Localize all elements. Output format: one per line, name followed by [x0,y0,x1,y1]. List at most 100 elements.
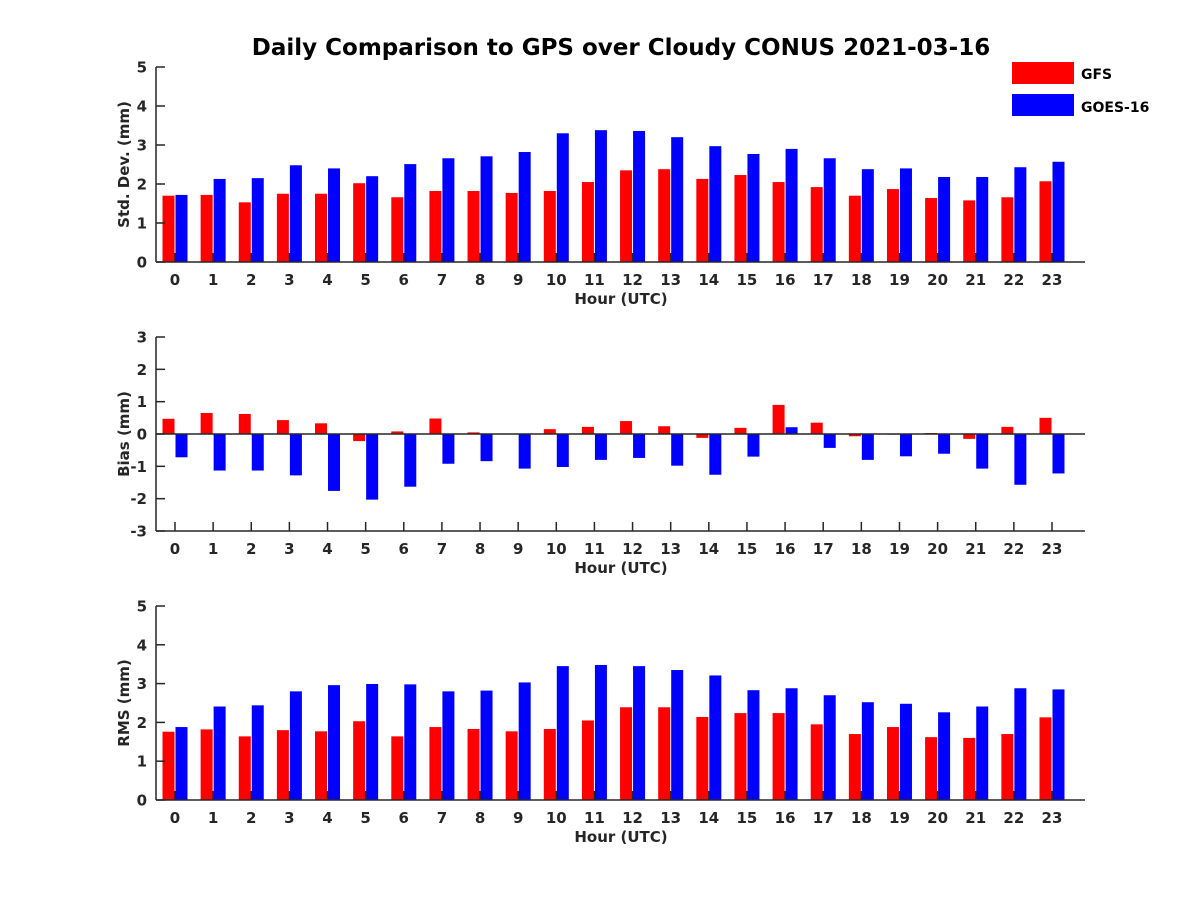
bar-goes16-rms-7 [442,691,455,800]
bar-goes16-rms-16 [785,688,798,800]
bar-goes16-std-dev-12 [633,130,646,262]
bar-gfs-std-dev-8 [467,191,480,262]
y-tick-label: 5 [137,59,147,77]
bar-goes16-std-dev-16 [785,148,798,262]
x-tick-label: 19 [889,540,910,558]
bar-goes16-rms-11 [594,664,607,800]
bar-goes16-std-dev-9 [518,152,531,262]
x-tick-label: 13 [660,540,681,558]
bar-gfs-std-dev-10 [543,191,556,262]
bar-goes16-bias-0 [175,434,188,458]
x-tick-label: 18 [851,540,872,558]
x-tick-label: 20 [927,809,948,827]
x-tick-label: 2 [246,540,256,558]
bar-gfs-bias-12 [620,421,633,434]
bar-gfs-bias-3 [276,420,289,434]
y-tick-label: 1 [137,215,147,233]
bar-goes16-std-dev-8 [480,156,493,262]
bar-gfs-rms-16 [772,713,785,800]
x-tick-label: 23 [1042,809,1063,827]
x-tick-label: 19 [889,271,910,289]
bar-goes16-bias-11 [594,434,607,460]
y-tick-label: 3 [137,675,147,693]
bar-gfs-std-dev-19 [886,189,899,262]
bar-goes16-rms-12 [633,666,646,800]
bar-goes16-bias-6 [404,434,417,487]
y-tick-label: 0 [137,254,147,272]
x-tick-label: 10 [546,271,567,289]
y-tick-label: 2 [137,176,147,194]
bar-gfs-std-dev-21 [963,200,976,262]
bar-goes16-std-dev-21 [976,176,989,262]
bar-goes16-std-dev-10 [556,133,569,262]
bar-gfs-rms-13 [658,707,671,800]
x-tick-label: 18 [851,271,872,289]
bar-gfs-bias-22 [1001,426,1014,434]
bar-gfs-std-dev-7 [429,191,442,262]
bar-goes16-rms-9 [518,682,531,800]
bar-goes16-rms-22 [1014,688,1027,800]
x-tick-label: 13 [660,271,681,289]
bar-goes16-rms-1 [213,706,226,800]
bar-goes16-std-dev-5 [366,176,379,262]
bar-gfs-bias-0 [162,418,175,434]
bar-goes16-bias-14 [709,434,722,475]
bar-goes16-rms-6 [404,684,417,800]
bar-gfs-bias-6 [391,431,404,434]
x-tick-label: 14 [698,540,719,558]
bar-gfs-rms-11 [581,720,594,800]
bar-goes16-std-dev-18 [861,169,874,262]
x-tick-label: 4 [322,809,332,827]
y-tick-label: 3 [137,137,147,155]
x-tick-label: 22 [1003,271,1024,289]
x-tick-label: 11 [584,271,605,289]
y-tick-label: 2 [137,714,147,732]
bar-goes16-rms-5 [366,683,379,800]
x-axis-label: Hour (UTC) [574,828,667,846]
bar-goes16-std-dev-4 [328,168,341,262]
x-axis-label: Hour (UTC) [574,290,667,308]
y-tick-label: 4 [137,636,147,654]
x-tick-label: 7 [437,809,447,827]
x-tick-label: 14 [698,809,719,827]
y-tick-label: 5 [137,598,147,616]
bar-goes16-std-dev-11 [594,130,607,262]
x-tick-label: 7 [437,271,447,289]
bar-gfs-std-dev-6 [391,197,404,262]
bar-gfs-rms-12 [620,707,633,800]
bar-goes16-rms-15 [747,690,760,800]
bar-gfs-std-dev-3 [276,193,289,262]
bar-gfs-bias-5 [353,434,366,442]
x-tick-label: 14 [698,271,719,289]
bar-gfs-rms-2 [238,736,251,800]
x-tick-label: 0 [170,271,180,289]
bar-gfs-rms-6 [391,736,404,800]
x-tick-label: 9 [513,271,523,289]
bar-goes16-std-dev-0 [175,194,188,262]
bar-goes16-rms-21 [976,706,989,800]
bar-goes16-bias-12 [633,434,646,458]
x-tick-label: 5 [360,809,370,827]
x-tick-label: 10 [546,809,567,827]
bar-gfs-std-dev-15 [734,175,747,262]
legend: GFS GOES-16 [1012,62,1149,116]
bar-goes16-bias-9 [518,434,531,469]
bar-goes16-std-dev-17 [823,158,836,262]
x-tick-label: 4 [322,540,332,558]
bar-goes16-bias-4 [328,434,341,491]
chart-title: Daily Comparison to GPS over Cloudy CONU… [252,35,990,61]
bar-gfs-bias-1 [200,412,213,434]
x-tick-label: 3 [284,809,294,827]
bar-gfs-rms-19 [886,727,899,800]
bar-gfs-bias-14 [696,434,709,438]
bar-gfs-bias-21 [963,434,976,439]
bar-goes16-rms-10 [556,666,569,800]
bar-goes16-std-dev-14 [709,146,722,262]
bar-gfs-std-dev-13 [658,169,671,262]
bar-gfs-std-dev-0 [162,195,175,262]
bar-gfs-bias-4 [315,423,328,434]
bar-goes16-bias-8 [480,434,493,462]
bar-gfs-rms-20 [925,737,938,800]
